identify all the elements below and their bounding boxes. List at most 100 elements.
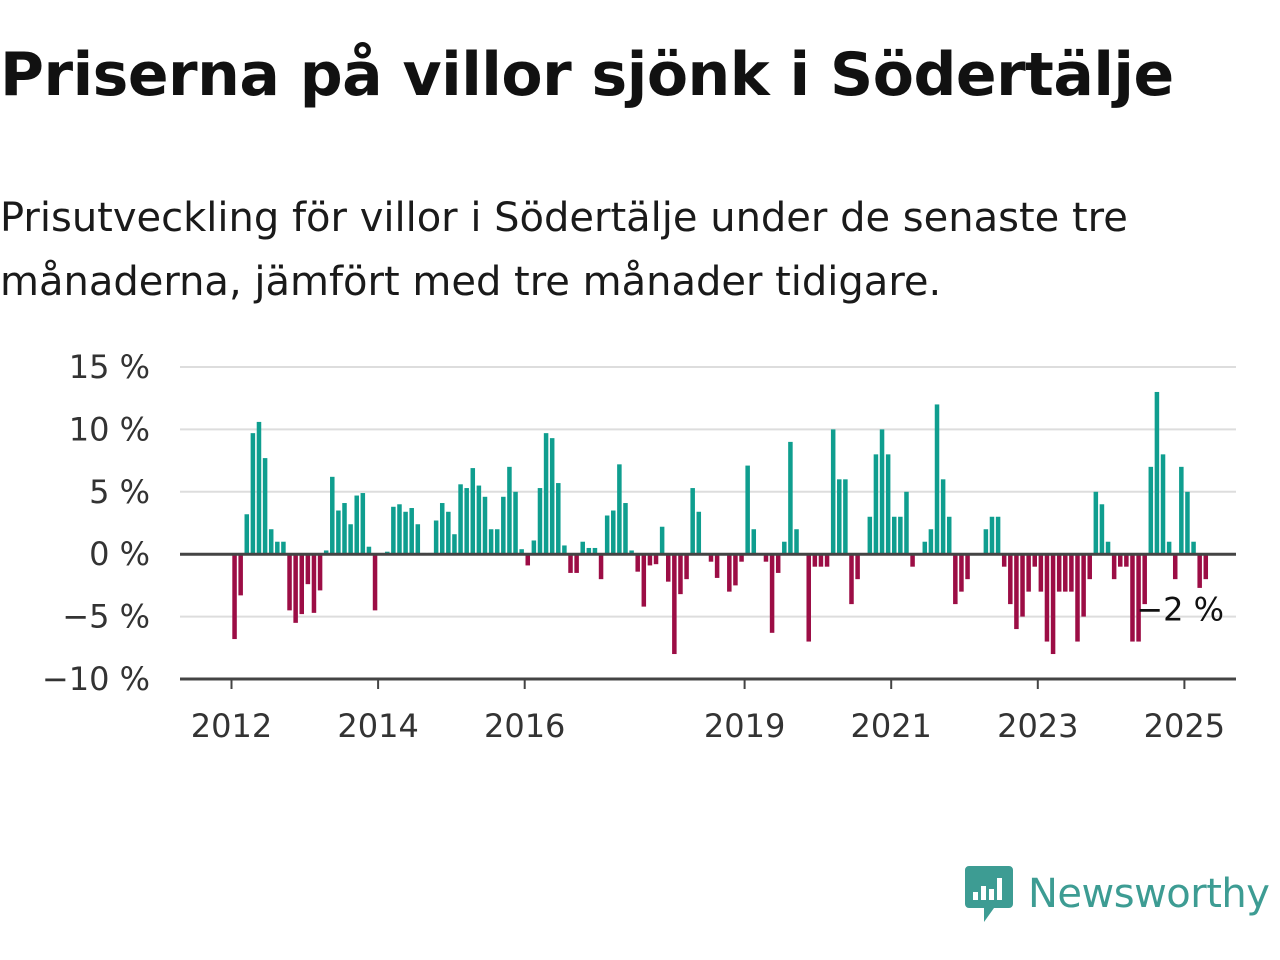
bar	[1050, 554, 1056, 655]
bar	[733, 554, 738, 586]
bar	[659, 526, 665, 555]
bar	[598, 554, 604, 580]
x-tick-label: 2016	[484, 707, 565, 745]
newsworthy-logo-icon	[965, 866, 1013, 922]
bar	[1124, 554, 1129, 567]
last-value-label: −2 %	[1136, 591, 1224, 629]
bar	[549, 438, 555, 555]
bar	[586, 547, 592, 555]
bar	[1099, 504, 1105, 555]
bar	[934, 404, 940, 555]
bar	[672, 554, 677, 655]
bar	[372, 554, 378, 611]
bar	[946, 516, 952, 555]
brand-name: Newsworthy	[1028, 871, 1270, 917]
bar	[250, 433, 256, 555]
bar	[611, 510, 616, 555]
bar	[989, 516, 995, 555]
bar	[665, 554, 671, 582]
x-tick-label: 2012	[191, 707, 272, 745]
bar	[482, 496, 488, 555]
bar	[519, 549, 524, 555]
chart-title: Priserna på villor sjönk i Södertälje	[0, 40, 1174, 110]
bars	[232, 391, 1209, 655]
bar	[1008, 554, 1013, 605]
bar	[849, 554, 854, 605]
bar	[647, 554, 653, 566]
bar	[452, 534, 457, 555]
bar	[537, 488, 543, 555]
bar	[1020, 554, 1025, 617]
bar	[507, 466, 512, 555]
bar	[330, 476, 335, 555]
bar	[812, 554, 818, 567]
bar	[1056, 554, 1062, 592]
bar	[470, 468, 476, 555]
bar	[501, 496, 506, 555]
bar	[391, 506, 396, 555]
x-tick-label: 2021	[850, 707, 931, 745]
bar	[1075, 554, 1080, 642]
bar	[1032, 554, 1037, 567]
bar	[1001, 554, 1007, 567]
bar	[275, 541, 280, 555]
bar	[1191, 541, 1196, 555]
bar	[824, 554, 830, 567]
bar	[433, 520, 439, 555]
bar	[1185, 491, 1190, 555]
x-tick-label: 2019	[704, 707, 785, 745]
bar	[409, 508, 414, 555]
bar	[1148, 466, 1154, 555]
bar	[635, 554, 640, 572]
bar	[763, 554, 769, 562]
bar	[1197, 554, 1202, 588]
bar	[439, 503, 445, 555]
bar	[806, 554, 811, 642]
bar	[232, 554, 237, 640]
bar	[904, 491, 909, 555]
bar	[592, 547, 598, 555]
bar	[1087, 554, 1092, 580]
tick-labels: 15 % 10 % 5 % 0 % −5 % −10 % 2012 2014 2016 2019 2…	[42, 348, 1225, 745]
bar	[818, 554, 824, 567]
gridlines	[180, 366, 1236, 618]
bar	[837, 479, 842, 555]
bar	[1142, 554, 1147, 605]
bar	[727, 554, 732, 592]
bar	[342, 503, 347, 555]
bar	[281, 541, 286, 555]
y-tick-label: 0 %	[89, 535, 150, 573]
bar	[873, 454, 879, 555]
y-tick-label: −10 %	[42, 660, 150, 698]
bar	[1166, 541, 1172, 555]
y-tick-label: −5 %	[62, 598, 150, 636]
bar	[653, 554, 659, 565]
bar	[855, 554, 860, 580]
bar	[1081, 554, 1086, 617]
bar	[299, 554, 304, 615]
bar	[574, 554, 579, 573]
x-tick-label: 2023	[997, 707, 1078, 745]
bar	[641, 554, 647, 607]
bar	[684, 554, 689, 580]
bar	[940, 479, 946, 555]
bar	[446, 511, 451, 555]
bar	[287, 554, 292, 611]
y-tick-label: 5 %	[89, 473, 150, 511]
bar	[1026, 554, 1031, 592]
bar	[360, 493, 366, 555]
bar	[788, 441, 793, 555]
bar	[995, 516, 1001, 555]
bar	[311, 554, 317, 613]
bar	[1014, 554, 1019, 630]
bar	[348, 524, 353, 555]
bar	[604, 515, 610, 555]
bar	[415, 524, 421, 555]
bar	[556, 483, 561, 555]
bar	[293, 554, 298, 623]
bar	[898, 516, 903, 555]
bar	[1111, 554, 1117, 580]
axes	[180, 552, 1236, 689]
bar	[1063, 554, 1068, 592]
y-tick-label: 15 %	[69, 348, 150, 386]
